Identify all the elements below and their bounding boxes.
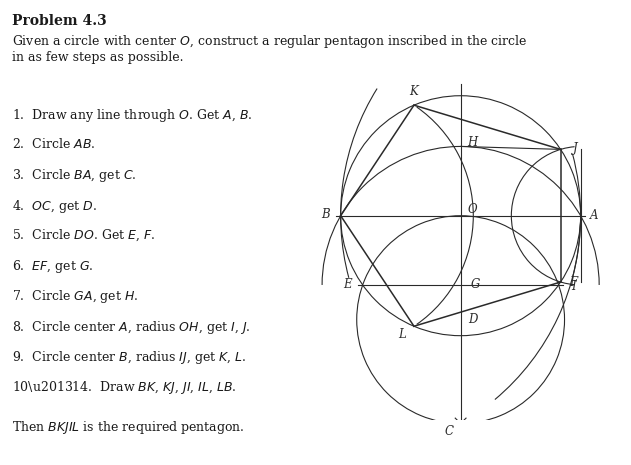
Text: G: G [470,279,480,292]
Text: Given a circle with center $O$, construct a regular pentagon inscribed in the ci: Given a circle with center $O$, construc… [12,33,528,50]
Text: 10\u201314.  Draw $BK$, $KJ$, $JI$, $IL$, $LB$.: 10\u201314. Draw $BK$, $KJ$, $JI$, $IL$,… [12,379,237,396]
Text: 4.  $OC$, get $D$.: 4. $OC$, get $D$. [12,198,97,215]
Text: 2.  Circle $AB$.: 2. Circle $AB$. [12,137,96,151]
Text: 9.  Circle center $B$, radius $IJ$, get $K$, $L$.: 9. Circle center $B$, radius $IJ$, get $… [12,349,247,366]
Text: I: I [572,280,576,293]
Text: O: O [468,203,478,216]
Text: H: H [468,136,478,149]
Text: F: F [569,276,577,289]
Text: 3.  Circle $BA$, get $C$.: 3. Circle $BA$, get $C$. [12,167,137,185]
Text: D: D [468,313,477,326]
Text: 1.  Draw any line through $O$. Get $A$, $B$.: 1. Draw any line through $O$. Get $A$, $… [12,107,252,124]
Text: in as few steps as possible.: in as few steps as possible. [12,51,184,64]
Text: C: C [444,425,453,438]
Text: B: B [321,208,329,221]
Text: E: E [343,279,351,292]
Text: 6.  $EF$, get $G$.: 6. $EF$, get $G$. [12,258,94,275]
Text: 8.  Circle center $A$, radius $OH$, get $I$, $J$.: 8. Circle center $A$, radius $OH$, get $… [12,319,251,336]
Text: 5.  Circle $DO$. Get $E$, $F$.: 5. Circle $DO$. Get $E$, $F$. [12,228,155,243]
Text: L: L [398,328,406,341]
Text: Then $BKJIL$ is the required pentagon.: Then $BKJIL$ is the required pentagon. [12,418,245,436]
Text: 7.  Circle $GA$, get $H$.: 7. Circle $GA$, get $H$. [12,288,139,306]
Text: K: K [410,86,418,99]
Text: Problem 4.3: Problem 4.3 [12,14,107,28]
Text: A: A [589,209,598,222]
Text: J: J [573,142,577,155]
